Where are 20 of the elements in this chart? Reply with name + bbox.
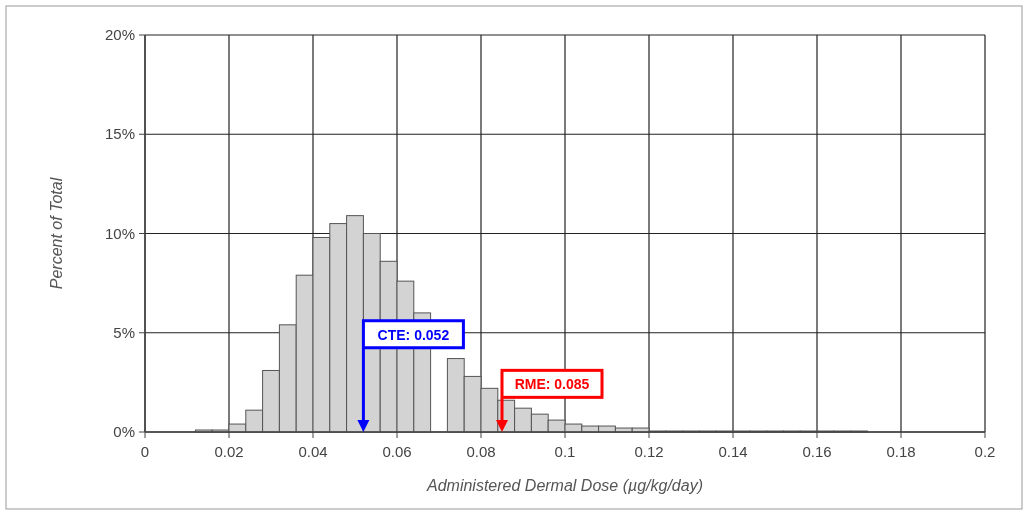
x-tick-label: 0.06 xyxy=(382,443,412,460)
x-tick-label: 0.02 xyxy=(214,443,244,460)
x-tick-label: 0.08 xyxy=(466,443,496,460)
x-tick-label: 0.18 xyxy=(886,443,916,460)
ref-line-label: CTE: 0.052 xyxy=(377,326,450,343)
x-tick-label: 0.16 xyxy=(802,443,832,460)
x-tick-label: 0.04 xyxy=(298,443,328,460)
y-axis-title: Percent of Total xyxy=(48,177,65,290)
ref-line-label: RME: 0.085 xyxy=(514,376,590,393)
x-tick-label: 0.14 xyxy=(718,443,748,460)
x-tick-label: 0.1 xyxy=(554,443,576,460)
x-tick-label: 0 xyxy=(140,443,150,460)
y-tick-label: 5% xyxy=(113,323,135,341)
x-tick-label: 0.2 xyxy=(974,443,996,460)
y-tick-label: 10% xyxy=(104,224,135,242)
x-tick-label: 0.12 xyxy=(634,443,664,460)
y-tick-label: 15% xyxy=(104,125,135,143)
y-tick-label: 20% xyxy=(104,26,135,43)
x-axis-title: Administered Dermal Dose (µg/kg/day) xyxy=(426,477,703,494)
y-tick-label: 0% xyxy=(113,423,135,440)
